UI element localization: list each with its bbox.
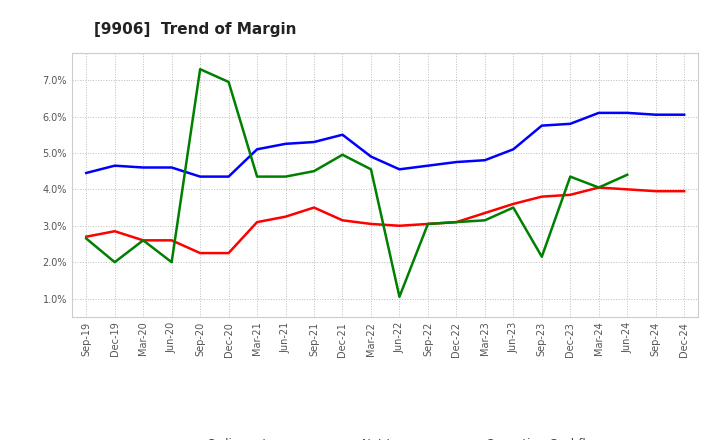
Operating Cashflow <box>139 238 148 243</box>
Net Income <box>167 238 176 243</box>
Net Income <box>139 238 148 243</box>
Ordinary Income <box>537 123 546 128</box>
Operating Cashflow <box>480 218 489 223</box>
Operating Cashflow <box>310 169 318 174</box>
Operating Cashflow <box>282 174 290 179</box>
Operating Cashflow <box>225 79 233 84</box>
Ordinary Income <box>196 174 204 179</box>
Net Income <box>595 185 603 190</box>
Net Income <box>338 218 347 223</box>
Ordinary Income <box>139 165 148 170</box>
Net Income <box>680 188 688 194</box>
Line: Ordinary Income: Ordinary Income <box>86 113 684 176</box>
Net Income <box>395 223 404 228</box>
Ordinary Income <box>282 141 290 147</box>
Ordinary Income <box>167 165 176 170</box>
Operating Cashflow <box>395 294 404 299</box>
Text: [9906]  Trend of Margin: [9906] Trend of Margin <box>94 22 296 37</box>
Operating Cashflow <box>623 172 631 177</box>
Operating Cashflow <box>452 220 461 225</box>
Net Income <box>652 188 660 194</box>
Ordinary Income <box>566 121 575 126</box>
Net Income <box>452 220 461 225</box>
Ordinary Income <box>82 170 91 176</box>
Ordinary Income <box>366 154 375 159</box>
Ordinary Income <box>310 139 318 145</box>
Legend: Ordinary Income, Net Income, Operating Cashflow: Ordinary Income, Net Income, Operating C… <box>163 433 608 440</box>
Net Income <box>423 221 432 227</box>
Net Income <box>82 234 91 239</box>
Net Income <box>225 250 233 256</box>
Operating Cashflow <box>537 254 546 259</box>
Operating Cashflow <box>338 152 347 158</box>
Ordinary Income <box>680 112 688 117</box>
Net Income <box>253 220 261 225</box>
Ordinary Income <box>509 147 518 152</box>
Ordinary Income <box>110 163 119 169</box>
Ordinary Income <box>423 163 432 169</box>
Operating Cashflow <box>196 66 204 72</box>
Net Income <box>566 192 575 198</box>
Operating Cashflow <box>110 260 119 265</box>
Operating Cashflow <box>82 236 91 241</box>
Net Income <box>623 187 631 192</box>
Operating Cashflow <box>253 174 261 179</box>
Ordinary Income <box>652 112 660 117</box>
Ordinary Income <box>253 147 261 152</box>
Net Income <box>282 214 290 219</box>
Net Income <box>310 205 318 210</box>
Ordinary Income <box>452 159 461 165</box>
Net Income <box>196 250 204 256</box>
Line: Net Income: Net Income <box>86 187 684 253</box>
Ordinary Income <box>595 110 603 116</box>
Net Income <box>480 210 489 216</box>
Net Income <box>110 229 119 234</box>
Net Income <box>537 194 546 199</box>
Ordinary Income <box>395 167 404 172</box>
Ordinary Income <box>225 174 233 179</box>
Ordinary Income <box>623 110 631 116</box>
Operating Cashflow <box>167 260 176 265</box>
Operating Cashflow <box>366 167 375 172</box>
Operating Cashflow <box>566 174 575 179</box>
Net Income <box>509 201 518 206</box>
Operating Cashflow <box>423 221 432 227</box>
Ordinary Income <box>338 132 347 137</box>
Operating Cashflow <box>509 205 518 210</box>
Operating Cashflow <box>595 185 603 190</box>
Net Income <box>366 221 375 227</box>
Ordinary Income <box>480 158 489 163</box>
Line: Operating Cashflow: Operating Cashflow <box>86 69 627 297</box>
